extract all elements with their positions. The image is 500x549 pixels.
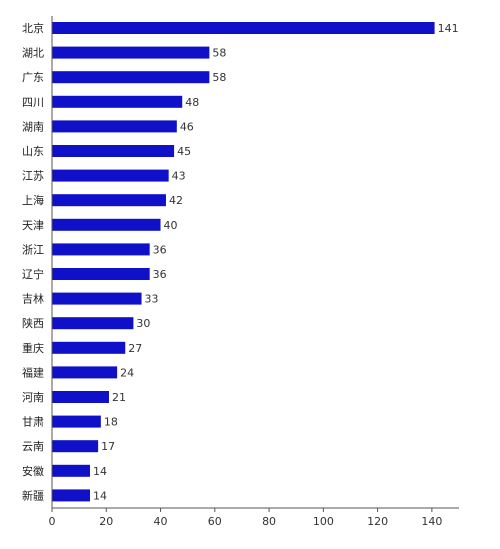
bar-4 — [52, 120, 177, 133]
value-label: 17 — [101, 440, 115, 453]
value-label: 36 — [153, 243, 167, 256]
x-tick-label: 80 — [262, 515, 276, 528]
value-label: 27 — [128, 342, 142, 355]
value-label: 46 — [180, 120, 194, 133]
bar-8 — [52, 218, 161, 231]
bar-1 — [52, 46, 210, 59]
category-label: 湖南 — [22, 120, 44, 133]
category-label: 吉林 — [22, 292, 44, 306]
x-tick-label: 120 — [367, 515, 388, 528]
value-label: 45 — [177, 145, 191, 158]
value-labels: 141 58 58 48 46 45 43 42 40 36 36 33 30 27 24 21 18 17 14 1… — [93, 22, 459, 502]
category-label: 广东 — [22, 71, 44, 84]
x-tick-label: 140 — [421, 515, 442, 528]
x-tick-label: 100 — [313, 515, 334, 528]
bar-0 — [52, 22, 435, 34]
category-label: 浙江 — [22, 243, 44, 256]
bar-6 — [52, 169, 169, 182]
category-label: 云南 — [22, 440, 44, 453]
value-label: 21 — [112, 391, 126, 404]
bar-11 — [52, 292, 142, 305]
x-tick-label: 20 — [99, 515, 113, 528]
category-label: 山东 — [22, 145, 44, 158]
value-label: 24 — [120, 366, 134, 379]
x-tick-label: 40 — [154, 515, 168, 528]
category-label: 湖北 — [22, 47, 44, 60]
category-label: 天津 — [22, 219, 44, 232]
category-label: 北京 — [22, 21, 44, 35]
value-label: 36 — [153, 268, 167, 281]
bar-18 — [52, 464, 90, 477]
bars-group — [52, 22, 435, 502]
category-label: 辽宁 — [22, 267, 44, 281]
value-label: 42 — [169, 194, 183, 207]
category-label: 甘肃 — [22, 416, 44, 429]
category-label: 四川 — [22, 96, 44, 109]
bar-14 — [52, 366, 118, 379]
value-label: 14 — [93, 489, 107, 502]
value-label: 33 — [145, 293, 159, 306]
value-label: 58 — [212, 47, 226, 60]
value-label: 30 — [136, 317, 150, 330]
bar-5 — [52, 145, 175, 157]
bar-17 — [52, 440, 99, 453]
bar-3 — [52, 95, 183, 108]
category-label: 重庆 — [22, 341, 44, 355]
value-label: 58 — [212, 71, 226, 84]
category-label: 安徽 — [22, 464, 44, 478]
bar-7 — [52, 194, 166, 207]
category-label: 福建 — [22, 365, 44, 379]
bar-10 — [52, 268, 150, 280]
value-label: 18 — [104, 416, 118, 429]
x-tick-label: 0 — [49, 515, 56, 528]
bar-2 — [52, 71, 210, 84]
category-label: 河南 — [22, 391, 44, 404]
x-tick-label: 60 — [208, 515, 222, 528]
bar-12 — [52, 317, 134, 330]
category-label: 陕西 — [22, 316, 44, 330]
category-label: 上海 — [22, 193, 44, 207]
x-axis-ticks: 0 20 40 60 80 100 120 140 — [49, 508, 442, 528]
category-label: 新疆 — [22, 488, 44, 502]
bar-15 — [52, 391, 109, 403]
value-label: 48 — [185, 96, 199, 109]
value-label: 40 — [164, 219, 178, 232]
bar-19 — [52, 489, 90, 502]
bar-9 — [52, 243, 150, 256]
value-label: 43 — [172, 170, 186, 183]
bar-13 — [52, 341, 126, 354]
category-label: 江苏 — [22, 170, 44, 183]
value-label: 141 — [438, 22, 459, 35]
bar-16 — [52, 415, 101, 428]
value-label: 14 — [93, 465, 107, 478]
